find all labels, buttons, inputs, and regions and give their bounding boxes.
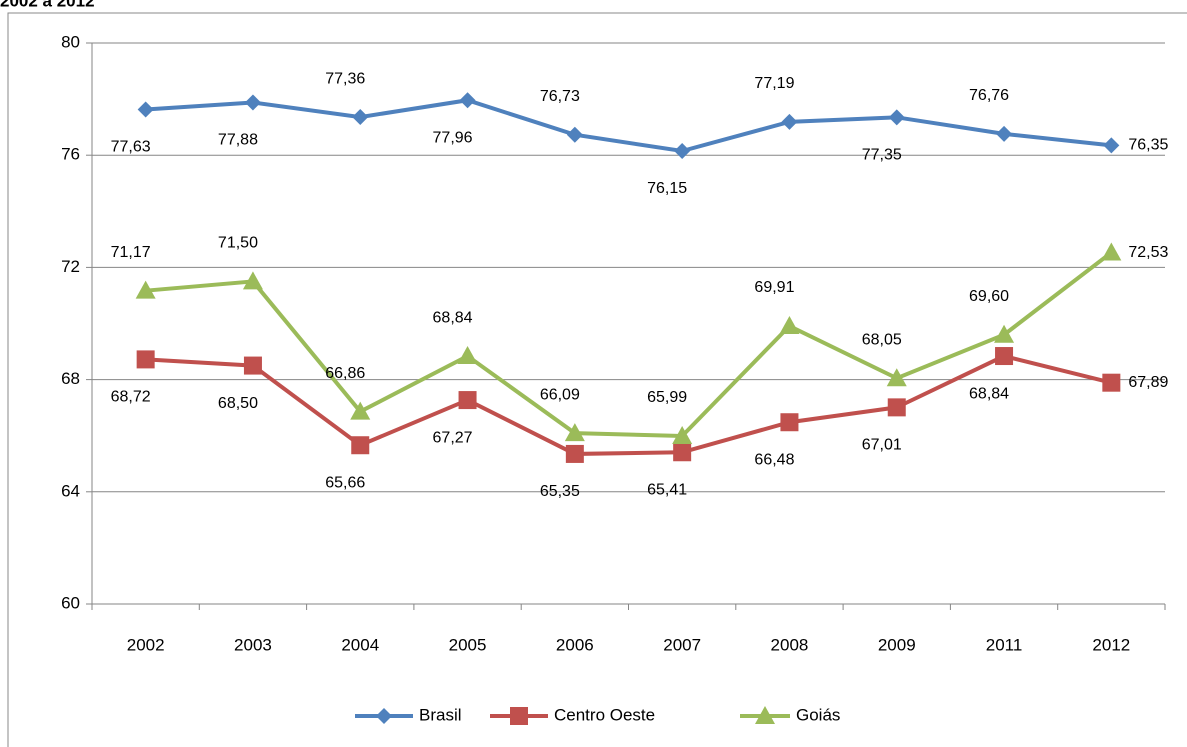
- data-label: 77,88: [218, 132, 258, 149]
- data-label: 76,76: [969, 87, 1009, 104]
- y-tick-label: 68: [61, 369, 80, 388]
- series-line: [145, 353, 1112, 456]
- data-point: [459, 92, 476, 109]
- y-tick-label: 76: [61, 145, 80, 164]
- x-tick-label: 2003: [234, 635, 272, 654]
- data-point: [995, 347, 1014, 366]
- data-label: 77,63: [111, 139, 151, 156]
- data-label: 68,84: [433, 309, 473, 326]
- data-point: [352, 109, 369, 126]
- y-tick-label: 60: [61, 593, 80, 612]
- x-tick-label: 2012: [1092, 635, 1130, 654]
- data-label: 71,50: [218, 235, 258, 252]
- legend-label: Brasil: [419, 705, 462, 724]
- data-point: [135, 280, 156, 299]
- data-label: 68,72: [111, 389, 151, 406]
- data-point: [994, 324, 1015, 343]
- data-label: 66,48: [754, 451, 794, 468]
- data-label: 71,17: [111, 244, 151, 261]
- x-tick-label: 2005: [449, 635, 487, 654]
- data-point: [566, 126, 583, 143]
- data-point: [458, 391, 477, 410]
- data-point: [457, 346, 478, 365]
- data-label: 76,73: [540, 88, 580, 105]
- data-label: 76,15: [647, 180, 687, 197]
- data-point: [886, 368, 907, 387]
- data-point: [351, 436, 370, 455]
- data-label: 77,36: [325, 70, 365, 87]
- data-point: [244, 94, 261, 111]
- data-label: 68,50: [218, 395, 258, 412]
- data-label: 66,09: [540, 386, 580, 403]
- x-tick-label: 2004: [341, 635, 379, 654]
- x-tick-label: 2006: [556, 635, 594, 654]
- data-point: [243, 356, 262, 375]
- x-tick-label: 2008: [771, 635, 809, 654]
- x-tick-label: 2002: [127, 635, 165, 654]
- data-point: [888, 109, 905, 126]
- data-label: 66,86: [325, 365, 365, 382]
- legend-marker: [510, 707, 528, 725]
- data-point: [780, 413, 799, 432]
- data-point: [350, 401, 371, 420]
- data-point: [779, 316, 800, 335]
- data-label: 77,19: [754, 75, 794, 92]
- series-line: [145, 250, 1113, 439]
- data-point: [564, 423, 585, 442]
- data-point: [1101, 242, 1122, 261]
- data-point: [1102, 373, 1121, 392]
- data-label: 65,99: [647, 389, 687, 406]
- data-label: 72,53: [1128, 244, 1168, 261]
- legend-label: Centro Oeste: [554, 705, 655, 724]
- chart-title: 2002 a 2012: [0, 0, 95, 10]
- y-tick-label: 72: [61, 257, 80, 276]
- data-point: [674, 142, 691, 159]
- data-label: 77,35: [862, 147, 902, 164]
- data-label: 67,27: [433, 429, 473, 446]
- x-tick-label: 2009: [878, 635, 916, 654]
- data-point: [673, 443, 692, 462]
- x-tick-label: 2011: [986, 635, 1023, 654]
- data-label: 67,01: [862, 437, 902, 454]
- x-tick-label: 2007: [663, 635, 701, 654]
- data-point: [136, 350, 155, 369]
- legend-marker: [376, 708, 392, 724]
- data-label: 69,91: [754, 279, 794, 296]
- data-label: 65,66: [325, 474, 365, 491]
- y-tick-label: 80: [61, 32, 80, 51]
- data-label: 76,35: [1128, 137, 1168, 154]
- data-label: 77,96: [433, 129, 473, 146]
- data-label: 65,35: [540, 483, 580, 500]
- data-point: [887, 398, 906, 417]
- data-point: [137, 101, 154, 118]
- y-tick-label: 64: [61, 481, 80, 500]
- series-line: [145, 98, 1112, 154]
- data-point: [781, 113, 798, 130]
- data-point: [996, 125, 1013, 142]
- data-point: [242, 271, 263, 290]
- legend-label: Goiás: [796, 705, 840, 724]
- data-label: 68,84: [969, 385, 1009, 402]
- data-label: 65,41: [647, 481, 687, 498]
- data-point: [672, 425, 693, 444]
- data-point: [565, 444, 584, 463]
- data-point: [1103, 137, 1120, 154]
- legend-marker: [755, 706, 775, 724]
- data-label: 68,05: [862, 331, 902, 348]
- data-label: 67,89: [1128, 374, 1168, 391]
- data-label: 69,60: [969, 288, 1009, 305]
